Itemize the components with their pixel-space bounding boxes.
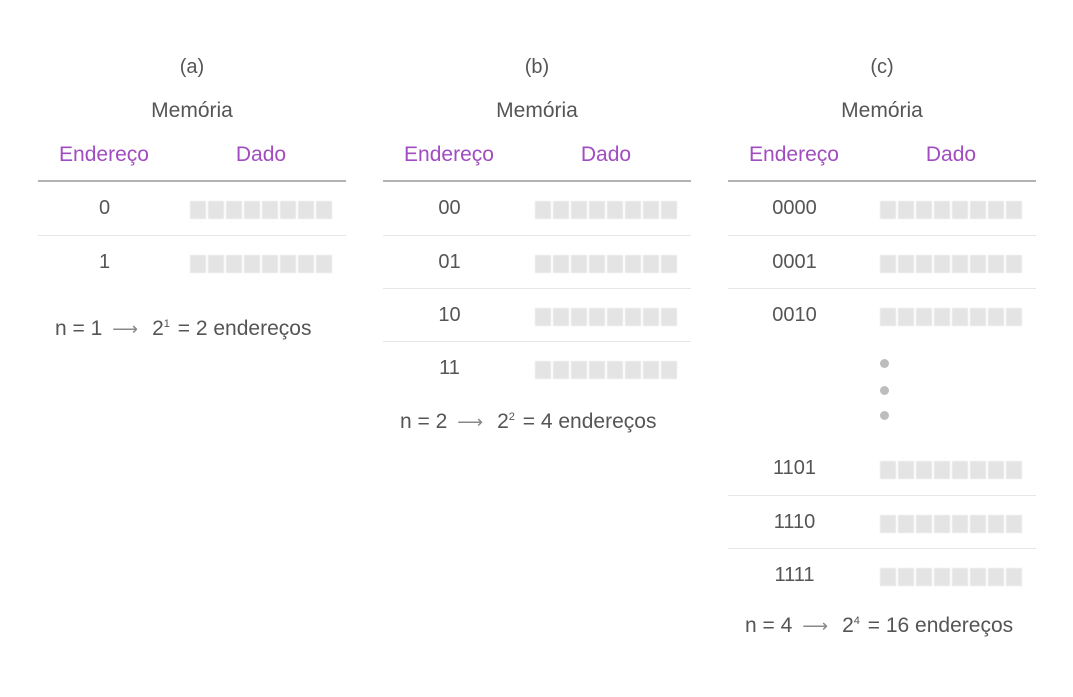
formula-rhs: = 2 endereços bbox=[177, 317, 312, 340]
data-bits bbox=[535, 308, 677, 326]
memory-row: 1110 bbox=[728, 495, 1036, 549]
address-value: 0 bbox=[98, 197, 111, 219]
data-bits bbox=[190, 201, 332, 219]
address-value: 00 bbox=[438, 197, 461, 219]
formula-lhs: n = 1 bbox=[55, 317, 103, 340]
memory-row: 00 bbox=[383, 182, 691, 235]
arrow-icon: ⟶ bbox=[802, 616, 829, 636]
address-column-header: Endereço bbox=[749, 143, 839, 166]
address-value: 11 bbox=[439, 357, 460, 379]
data-bits bbox=[535, 361, 677, 379]
address-value: 01 bbox=[438, 251, 461, 273]
formula-exponent: 2 bbox=[508, 411, 515, 423]
data-bits bbox=[880, 461, 1022, 479]
header-divider bbox=[728, 180, 1036, 182]
memory-row: 0000 bbox=[728, 182, 1036, 235]
memory-row: 0001 bbox=[728, 235, 1036, 289]
arrow-icon: ⟶ bbox=[112, 319, 139, 339]
address-value: 1111 bbox=[774, 564, 815, 586]
memory-row: 1 bbox=[38, 235, 346, 289]
data-bits bbox=[190, 255, 332, 273]
formula-rhs: = 4 endereços bbox=[522, 410, 657, 433]
data-bits bbox=[880, 515, 1022, 533]
address-value: 10 bbox=[438, 304, 461, 326]
panel-label: (b) bbox=[524, 56, 550, 78]
header-divider bbox=[383, 180, 691, 182]
memory-panel-b: (b) Memória Endereço Dado 00 01 10 11 n … bbox=[383, 0, 692, 697]
formula-exponent: 4 bbox=[853, 615, 860, 627]
memory-row: 11 bbox=[383, 341, 691, 395]
memory-row: 01 bbox=[383, 235, 691, 289]
address-value: 0010 bbox=[772, 304, 817, 326]
formula-lhs: n = 4 bbox=[745, 614, 793, 637]
formula-base: 2 bbox=[497, 410, 509, 433]
memory-title: Memória bbox=[841, 99, 923, 122]
address-count-formula: n = 2 ⟶ 22 = 4 endereços bbox=[400, 410, 700, 434]
address-value: 0001 bbox=[772, 251, 817, 273]
formula-exponent: 1 bbox=[163, 318, 170, 330]
address-count-formula: n = 4 ⟶ 24 = 16 endereços bbox=[745, 614, 1045, 638]
formula-base: 2 bbox=[152, 317, 164, 340]
address-value: 1101 bbox=[772, 457, 816, 479]
memory-panel-a: (a) Memória Endereço Dado 0 1 n = 1 ⟶ 21 =… bbox=[38, 0, 347, 697]
arrow-icon: ⟶ bbox=[457, 412, 484, 432]
address-column-header: Endereço bbox=[59, 143, 149, 166]
data-bits bbox=[535, 201, 677, 219]
memory-panel-c: (c) Memória Endereço Dado 0000 0001 0010… bbox=[728, 0, 1037, 697]
panel-label: (c) bbox=[870, 56, 894, 78]
memory-row: 0010 bbox=[728, 288, 1036, 342]
memory-title: Memória bbox=[496, 99, 578, 122]
data-bits bbox=[880, 568, 1022, 586]
address-count-formula: n = 1 ⟶ 21 = 2 endereços bbox=[55, 317, 355, 341]
data-column-header: Dado bbox=[235, 143, 287, 166]
panel-label: (a) bbox=[179, 56, 205, 78]
data-column-header: Dado bbox=[580, 143, 632, 166]
data-bits bbox=[880, 255, 1022, 273]
address-value: 1 bbox=[98, 251, 111, 273]
data-column-header: Dado bbox=[925, 143, 977, 166]
memory-row: 1111 bbox=[728, 548, 1036, 602]
address-value: 1110 bbox=[773, 511, 816, 533]
data-bits bbox=[880, 201, 1022, 219]
formula-rhs: = 16 endereços bbox=[867, 614, 1014, 637]
formula-lhs: n = 2 bbox=[400, 410, 448, 433]
header-divider bbox=[38, 180, 346, 182]
data-bits bbox=[880, 308, 1022, 326]
memory-row: 0 bbox=[38, 182, 346, 235]
memory-row: 1101 bbox=[728, 442, 1036, 495]
address-column-header: Endereço bbox=[404, 143, 494, 166]
data-bits bbox=[535, 255, 677, 273]
formula-base: 2 bbox=[842, 614, 854, 637]
address-value: 0000 bbox=[772, 197, 817, 219]
memory-row: 10 bbox=[383, 288, 691, 342]
memory-title: Memória bbox=[151, 99, 233, 122]
